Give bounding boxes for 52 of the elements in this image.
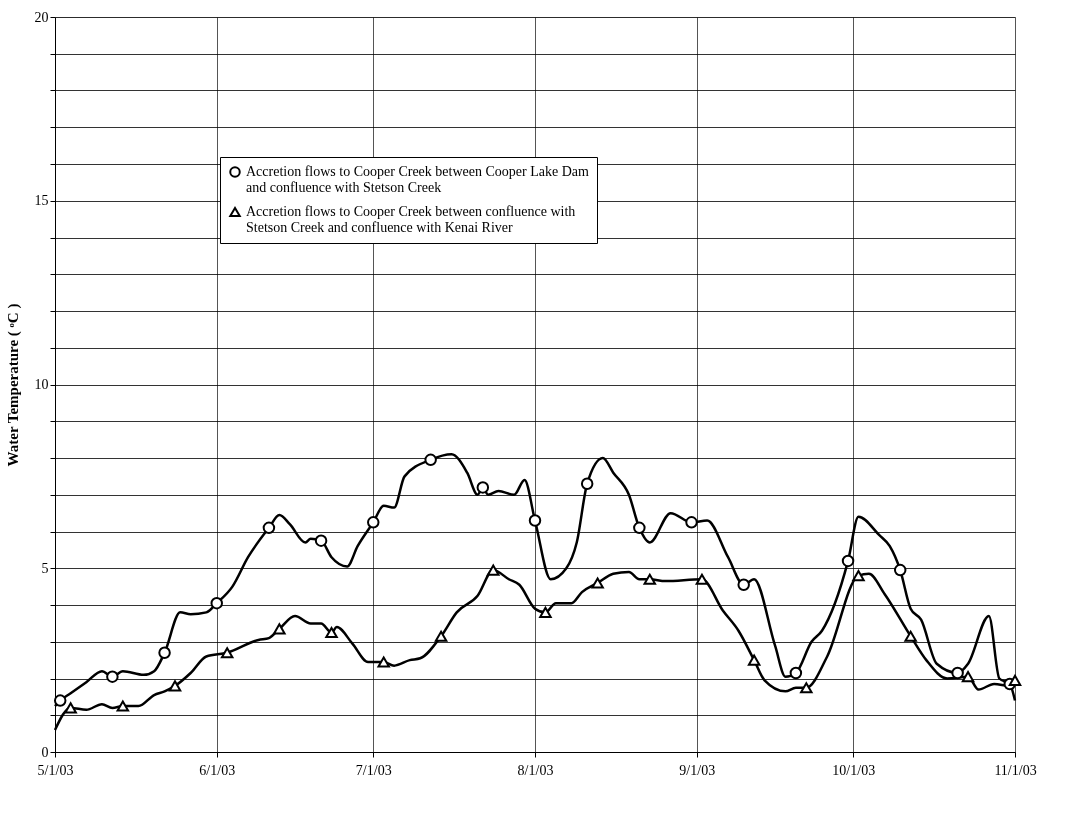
point [487, 564, 500, 576]
point [904, 630, 917, 642]
point [210, 596, 223, 610]
point [476, 481, 490, 494]
point [539, 606, 552, 618]
x-tick-label: 10/1/03 [832, 762, 876, 778]
point [789, 666, 803, 680]
point [262, 521, 276, 535]
point [633, 521, 646, 535]
point [53, 694, 67, 707]
point [273, 623, 286, 635]
point [424, 453, 437, 467]
point [695, 573, 709, 585]
y-tick-label: 20 [34, 9, 49, 25]
point [1008, 674, 1022, 686]
x-tick-label: 5/1/03 [37, 762, 74, 778]
y-tick-label: 0 [41, 744, 49, 760]
point [737, 578, 750, 592]
point [106, 670, 119, 683]
point [220, 647, 234, 659]
x-tick-label: 8/1/03 [517, 762, 554, 778]
point [434, 630, 448, 642]
point [643, 573, 657, 585]
point [800, 682, 813, 694]
point [168, 680, 182, 692]
x-tick-label: 6/1/03 [199, 762, 236, 778]
point [64, 702, 77, 714]
point [951, 666, 964, 680]
point [314, 534, 328, 547]
legend-label: Accretion flows to Cooper Creek between confluence with Stetson Creek and confluence with Kenai River [246, 204, 576, 235]
x-tick-label: 7/1/03 [355, 762, 392, 778]
point [325, 627, 338, 639]
x-tick-label: 9/1/03 [679, 762, 716, 778]
y-tick-label: 15 [34, 193, 49, 209]
x-tick-label: 11/1/03 [994, 762, 1037, 778]
point [852, 570, 865, 582]
y-tick-label: 5 [41, 560, 49, 576]
y-tick-label: 10 [34, 377, 49, 392]
point [158, 646, 171, 660]
point [893, 563, 907, 577]
point [367, 516, 380, 529]
point [841, 554, 855, 568]
point [591, 577, 604, 589]
point [528, 514, 542, 527]
point [116, 700, 130, 712]
point [580, 477, 594, 490]
y-axis-title: Water Temperature ( ᵒC ) [4, 303, 22, 467]
point [961, 671, 975, 683]
point [747, 654, 761, 666]
point [685, 516, 698, 529]
point [377, 656, 390, 668]
legend-label: Accretion flows to Cooper Creek between Cooper Lake Dam and confluence with Stetson Creek [246, 164, 589, 195]
